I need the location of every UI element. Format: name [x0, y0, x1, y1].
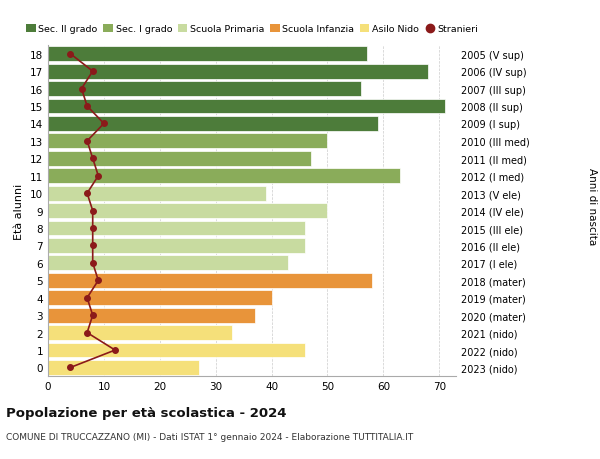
Bar: [48, 256, 289, 271]
Bar: [48, 325, 232, 340]
Bar: [48, 221, 305, 236]
Legend: Sec. II grado, Sec. I grado, Scuola Primaria, Scuola Infanzia, Asilo Nido, Stran: Sec. II grado, Sec. I grado, Scuola Prim…: [22, 21, 482, 38]
Bar: [48, 65, 428, 79]
Bar: [48, 186, 266, 201]
Bar: [48, 343, 305, 358]
Bar: [48, 134, 328, 149]
Text: COMUNE DI TRUCCAZZANO (MI) - Dati ISTAT 1° gennaio 2024 - Elaborazione TUTTITALI: COMUNE DI TRUCCAZZANO (MI) - Dati ISTAT …: [6, 432, 413, 442]
Bar: [48, 360, 199, 375]
Y-axis label: Età alunni: Età alunni: [14, 183, 25, 239]
Bar: [48, 47, 367, 62]
Bar: [48, 169, 400, 184]
Text: Anni di nascita: Anni di nascita: [587, 168, 597, 245]
Bar: [48, 204, 328, 218]
Bar: [48, 291, 272, 306]
Bar: [48, 151, 311, 166]
Bar: [48, 239, 305, 253]
Bar: [48, 308, 255, 323]
Bar: [48, 117, 378, 132]
Text: Popolazione per età scolastica - 2024: Popolazione per età scolastica - 2024: [6, 406, 287, 419]
Bar: [48, 100, 445, 114]
Bar: [48, 82, 361, 97]
Bar: [48, 273, 372, 288]
